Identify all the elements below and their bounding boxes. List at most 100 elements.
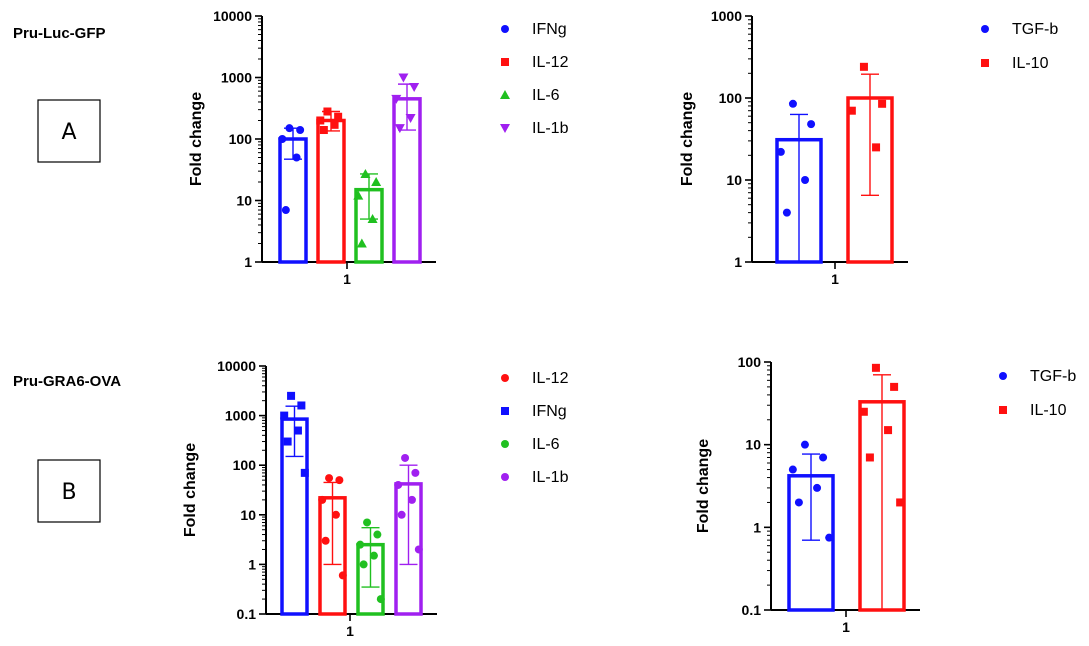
data-point (414, 545, 423, 554)
legend-marker (501, 473, 509, 481)
y-tick-label: 10 (726, 172, 742, 188)
data-point (318, 495, 327, 504)
data-point (287, 391, 296, 400)
legend-marker (999, 406, 1007, 414)
x-tick-label: 1 (831, 271, 839, 287)
legend-label: IL-12 (532, 54, 569, 71)
chart-a-antiinflammatory: 1 10 100 1000 Fold change 1 TGF-b IL-10 (679, 8, 1058, 287)
series-il-6 (356, 518, 385, 616)
y-tick-label: 100 (233, 457, 257, 473)
data-point (397, 510, 406, 519)
data-point (369, 551, 378, 560)
legend-marker (999, 372, 1007, 380)
series-il-10 (858, 363, 906, 612)
y-axis-title: Fold change (695, 439, 712, 533)
data-point (794, 498, 803, 507)
legend-label: IL-10 (1012, 55, 1049, 72)
bar (316, 118, 346, 264)
series-il-12 (316, 107, 346, 264)
data-point (871, 363, 880, 372)
y-tick-label: 1000 (221, 70, 252, 86)
data-point (359, 560, 368, 569)
legend-label: IL-10 (1030, 402, 1067, 419)
data-point (331, 510, 340, 519)
y-tick-label: 100 (738, 354, 762, 370)
data-point (321, 536, 330, 545)
data-point (776, 147, 785, 156)
legend-marker (501, 25, 509, 33)
data-point (884, 426, 893, 435)
panel-b-letter-box (37, 459, 101, 523)
y-tick-label: 10 (745, 437, 761, 453)
data-point (280, 411, 289, 420)
data-point (330, 120, 339, 129)
data-point (300, 468, 309, 477)
data-point (878, 99, 887, 108)
data-point (334, 112, 343, 121)
data-point (367, 214, 378, 224)
data-point (338, 571, 347, 580)
data-point (896, 498, 905, 507)
y-tick-label: 10000 (213, 8, 252, 24)
data-point (409, 83, 420, 93)
series-ifng (278, 124, 308, 264)
series-tgf-b (787, 440, 835, 612)
data-point (292, 153, 301, 162)
data-point (316, 116, 325, 125)
y-tick-label: 100 (719, 90, 743, 106)
panel-b-letter: B (61, 480, 76, 505)
legend-label: IL-1b (532, 469, 569, 486)
y-tick-label: 10000 (217, 358, 256, 374)
legend-marker (981, 59, 989, 67)
data-point (407, 495, 416, 504)
data-point (788, 465, 797, 474)
data-point (360, 168, 371, 178)
chart-a-proinflammatory: 1 10 100 1000 10000 Fold change 1 IFNg IL-12 IL-6… (188, 8, 569, 287)
y-tick-label: 1 (244, 254, 252, 270)
legend-marker (501, 407, 509, 415)
data-point (325, 474, 334, 483)
legend-label: TGF-b (1030, 368, 1076, 385)
data-point (801, 176, 810, 184)
data-point (401, 453, 410, 462)
x-tick-label: 1 (343, 271, 351, 287)
legend-label: IL-6 (532, 87, 560, 104)
y-tick-label: 10 (236, 193, 252, 209)
series-il-1b (391, 73, 422, 264)
x-tick-label: 1 (842, 619, 850, 635)
data-point (813, 483, 822, 492)
data-point (373, 530, 382, 539)
x-tick-label: 1 (346, 623, 354, 639)
data-point (353, 190, 364, 200)
data-point (847, 106, 856, 115)
legend-label: IL-12 (532, 370, 569, 387)
data-point (859, 407, 868, 416)
data-point (411, 468, 420, 477)
y-tick-label: 0.1 (237, 606, 257, 622)
series-il-10 (846, 62, 894, 264)
panel-a-letter: A (61, 120, 76, 145)
data-point (865, 453, 874, 462)
series-il-6 (353, 168, 384, 264)
data-point (335, 476, 344, 485)
data-point (394, 480, 403, 489)
y-tick-label: 100 (229, 131, 253, 147)
legend-marker (500, 90, 510, 99)
data-point (890, 382, 899, 391)
legend-marker (501, 58, 509, 66)
legend-label: IL-6 (532, 436, 560, 453)
data-point (405, 113, 416, 123)
y-tick-label: 10 (240, 507, 256, 523)
data-point (872, 143, 881, 152)
data-point (376, 595, 385, 604)
data-point (394, 124, 405, 134)
data-point (319, 126, 328, 135)
y-tick-label: 1 (734, 254, 742, 270)
y-tick-label: 1000 (225, 408, 256, 424)
data-point (363, 518, 372, 527)
data-point (391, 94, 402, 104)
data-point (296, 126, 305, 135)
series-ifng (280, 391, 309, 616)
data-point (800, 440, 809, 449)
chart-b-antiinflammatory: 0.1 1 10 100 Fold change 1 TGF-b IL-10 (695, 354, 1076, 635)
